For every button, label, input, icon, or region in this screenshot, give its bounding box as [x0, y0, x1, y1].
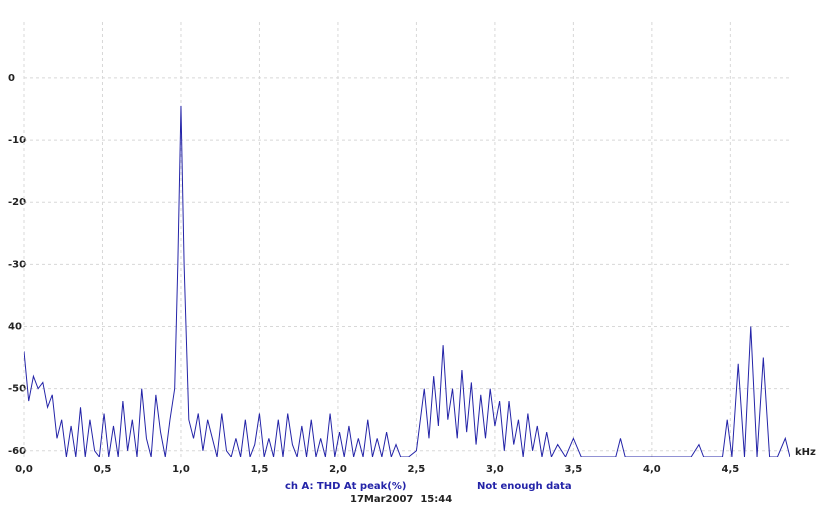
y-tick-label: -60	[8, 446, 26, 457]
x-tick-label: 1,5	[251, 464, 269, 475]
y-tick-label: -20	[8, 197, 26, 208]
y-tick-label: -50	[8, 384, 26, 395]
x-tick-label: 1,0	[172, 464, 190, 475]
spectrum-line	[24, 105, 790, 457]
status-text: Not enough data	[477, 481, 572, 492]
y-tick-label: 40	[8, 322, 22, 333]
legend-text: ch A: THD At peak(%)	[285, 481, 406, 492]
x-tick-label: 2,0	[329, 464, 347, 475]
x-tick-label: 3,5	[565, 464, 583, 475]
x-tick-label: 4,5	[721, 464, 739, 475]
x-tick-label: 3,0	[486, 464, 504, 475]
x-tick-label: 2,5	[408, 464, 426, 475]
x-tick-label: 0,5	[94, 464, 112, 475]
y-tick-label: -10	[8, 135, 26, 146]
timestamp: 17Mar2007 15:44	[350, 494, 452, 505]
x-tick-label: 0,0	[15, 464, 33, 475]
x-tick-label: 4,0	[643, 464, 661, 475]
y-tick-label: -30	[8, 259, 26, 270]
x-axis-label: kHz	[795, 447, 816, 458]
y-tick-label: 0	[8, 73, 15, 84]
